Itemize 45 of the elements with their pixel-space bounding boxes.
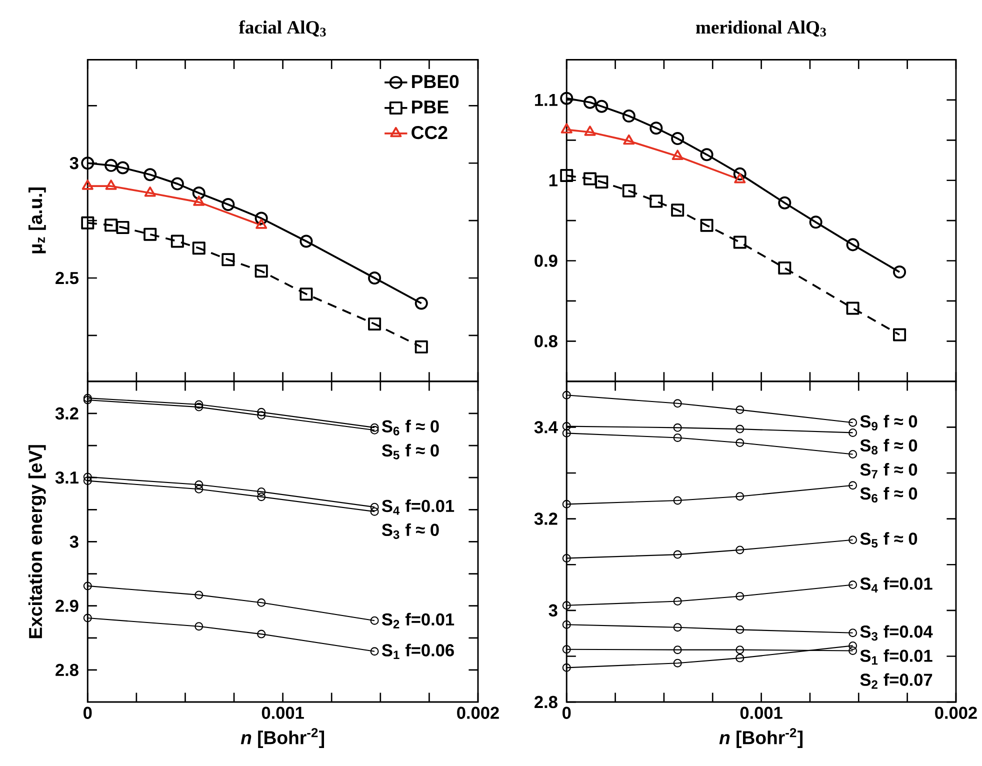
- series-label: S$_{4}$ f=0.01: [860, 577, 932, 593]
- y-tick-label: 3.1: [55, 472, 78, 484]
- y-tick-label: 3: [70, 536, 78, 548]
- legend-label: S$_{9}$ f ≈ 0: [860, 414, 918, 431]
- x-axis-title: n [Bohr$^{-2}$]: [719, 728, 802, 748]
- y-tick-label: 2.8: [534, 696, 558, 708]
- series-label: S$_{2}$ f=0.07: [860, 673, 932, 689]
- y-tick-label: 3: [70, 157, 78, 170]
- x-tick-label: 0.001: [740, 706, 782, 720]
- y-tick-label: 3.2: [55, 407, 78, 420]
- x-tick-label: 0.002: [935, 706, 977, 720]
- series-label: S$_{1}$ f=0.06: [382, 644, 454, 660]
- y-tick-label: 3: [548, 604, 558, 617]
- y-tick-label: 0.9: [534, 254, 558, 267]
- series-label: S$_{6}$ f ≈ 0: [382, 420, 439, 436]
- x-tick-label: 0.001: [262, 706, 304, 720]
- y-tick-label: 1: [549, 174, 558, 186]
- x-tick-label: 0: [562, 706, 571, 720]
- legend-label: PBE0: [412, 75, 459, 88]
- series-label: S$_{8}$ f ≈ 0: [860, 438, 918, 455]
- x-tick-label: 0.002: [457, 706, 499, 720]
- y-axis-title: μ$_{z}$ [a.u.]: [28, 188, 46, 254]
- legend-label: S$_{1}$ f=0.01: [860, 649, 932, 665]
- y-tick-label: 3.4: [534, 421, 558, 434]
- y-tick-label: 2.9: [56, 600, 78, 612]
- series-label: S$_{5}$ f ≈ 0: [860, 532, 918, 548]
- chart-title: meridional AlQ$_{3}$: [696, 20, 826, 37]
- legend-label: S$_{4}$ f=0.01: [382, 500, 454, 515]
- series-label: S$_{6}$ f ≈ 0: [860, 487, 918, 503]
- legend-label: PBE: [412, 100, 448, 114]
- chart-title: facial AlQ$_{3}$: [238, 20, 326, 37]
- x-tick-label: 0: [84, 706, 92, 720]
- y-tick-label: 0.8: [534, 335, 558, 348]
- y-tick-label: 2.8: [56, 664, 78, 676]
- legend-label: S$_{3}$ f ≈ 0: [382, 523, 439, 540]
- y-tick-label: 2.5: [56, 272, 78, 284]
- y-tick-label: 3.2: [534, 512, 558, 526]
- x-axis-title: n [Bohr$^{-2}$]: [240, 728, 324, 748]
- legend-label: CC2: [412, 126, 448, 140]
- y-tick-label: 1.1: [535, 94, 558, 106]
- legend-label: S$_{7}$ f ≈ 0: [860, 463, 918, 478]
- series-label: S$_{2}$ f=0.01: [382, 612, 454, 628]
- legend-label: S$_{5}$ f ≈ 0: [382, 444, 439, 460]
- series-label: S$_{3}$ f=0.04: [860, 625, 933, 641]
- y-axis-title: Excitation energy [eV]: [28, 445, 46, 638]
